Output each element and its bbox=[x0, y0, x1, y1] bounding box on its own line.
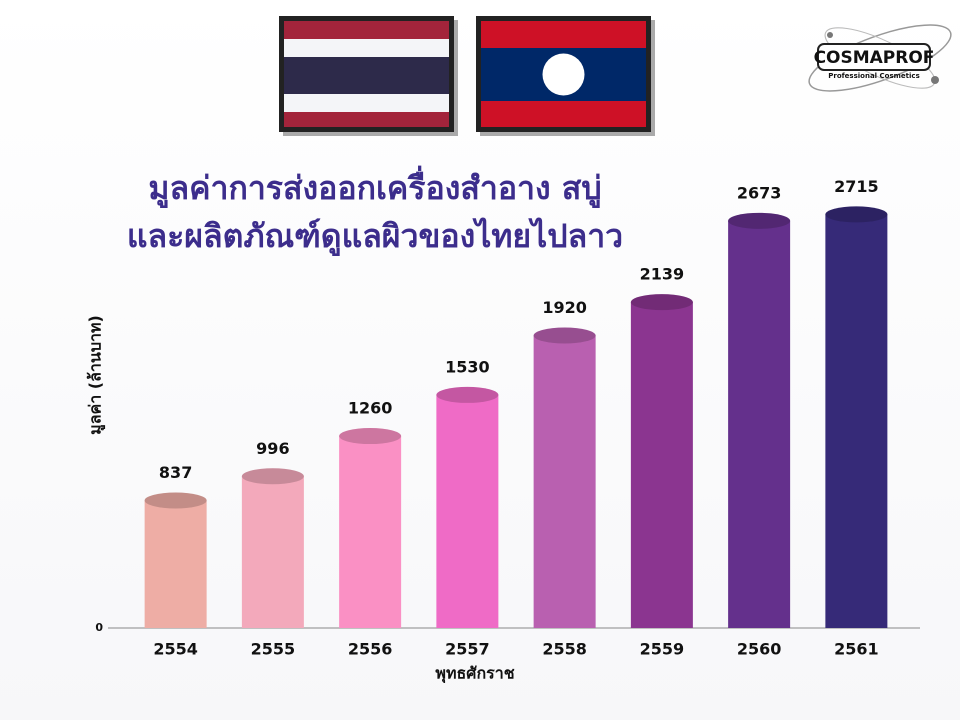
x-tick-label: 2557 bbox=[445, 640, 490, 659]
bar-top bbox=[436, 386, 499, 403]
bar bbox=[825, 214, 888, 629]
y-tick-label: 0 bbox=[95, 621, 103, 634]
value-label: 2715 bbox=[834, 177, 879, 196]
value-label: 996 bbox=[256, 439, 289, 458]
bar-top bbox=[728, 212, 791, 229]
bar bbox=[630, 302, 693, 628]
bar-top bbox=[533, 327, 596, 344]
bar-top bbox=[241, 468, 304, 485]
bar-top bbox=[339, 428, 402, 445]
x-tick-label: 2555 bbox=[251, 640, 296, 659]
bar bbox=[339, 436, 402, 628]
x-tick-label: 2556 bbox=[348, 640, 393, 659]
bar bbox=[144, 500, 207, 628]
bar-top-shade bbox=[339, 428, 402, 445]
thai-flag bbox=[279, 16, 458, 136]
value-label: 2673 bbox=[737, 183, 782, 202]
bar-top-shade bbox=[241, 468, 304, 485]
x-axis-label: พุทธศักราช bbox=[435, 664, 514, 684]
x-tick-label: 2558 bbox=[542, 640, 587, 659]
bar bbox=[533, 335, 596, 628]
bar-top-shade bbox=[144, 492, 207, 509]
x-tick-label: 2561 bbox=[834, 640, 879, 659]
bar bbox=[436, 394, 499, 628]
bar-top-shade bbox=[533, 327, 596, 344]
chart-title: และผลิตภัณฑ์ดูแลผิวของไทยไปลาว bbox=[127, 217, 623, 257]
value-label: 1530 bbox=[445, 357, 490, 376]
bar-top bbox=[144, 492, 207, 509]
value-label: 837 bbox=[159, 463, 192, 482]
chart-title: มูลค่าการส่งออกเครื่องสำอาง สบู่ bbox=[148, 165, 601, 209]
bar-top bbox=[630, 294, 693, 311]
x-tick-label: 2560 bbox=[737, 640, 782, 659]
bar-top-shade bbox=[825, 206, 888, 223]
bar-top-shade bbox=[436, 386, 499, 403]
logo-tagline: Professional Cosmetics bbox=[828, 72, 920, 80]
logo-name: COSMAPROF bbox=[814, 48, 935, 68]
bar-top-shade bbox=[728, 212, 791, 229]
bar bbox=[728, 220, 791, 629]
lao-flag bbox=[476, 16, 655, 136]
value-label: 1920 bbox=[542, 298, 587, 317]
value-label: 2139 bbox=[640, 265, 685, 284]
y-axis-label: มูลค่า (ล้านบาท) bbox=[86, 315, 107, 435]
value-label: 1260 bbox=[348, 399, 393, 418]
bar bbox=[241, 476, 304, 628]
x-tick-label: 2554 bbox=[153, 640, 198, 659]
bar-top bbox=[825, 206, 888, 223]
logo: COSMAPROF Professional Cosmetics bbox=[808, 24, 952, 92]
x-tick-label: 2559 bbox=[640, 640, 685, 659]
bar-top-shade bbox=[630, 294, 693, 311]
